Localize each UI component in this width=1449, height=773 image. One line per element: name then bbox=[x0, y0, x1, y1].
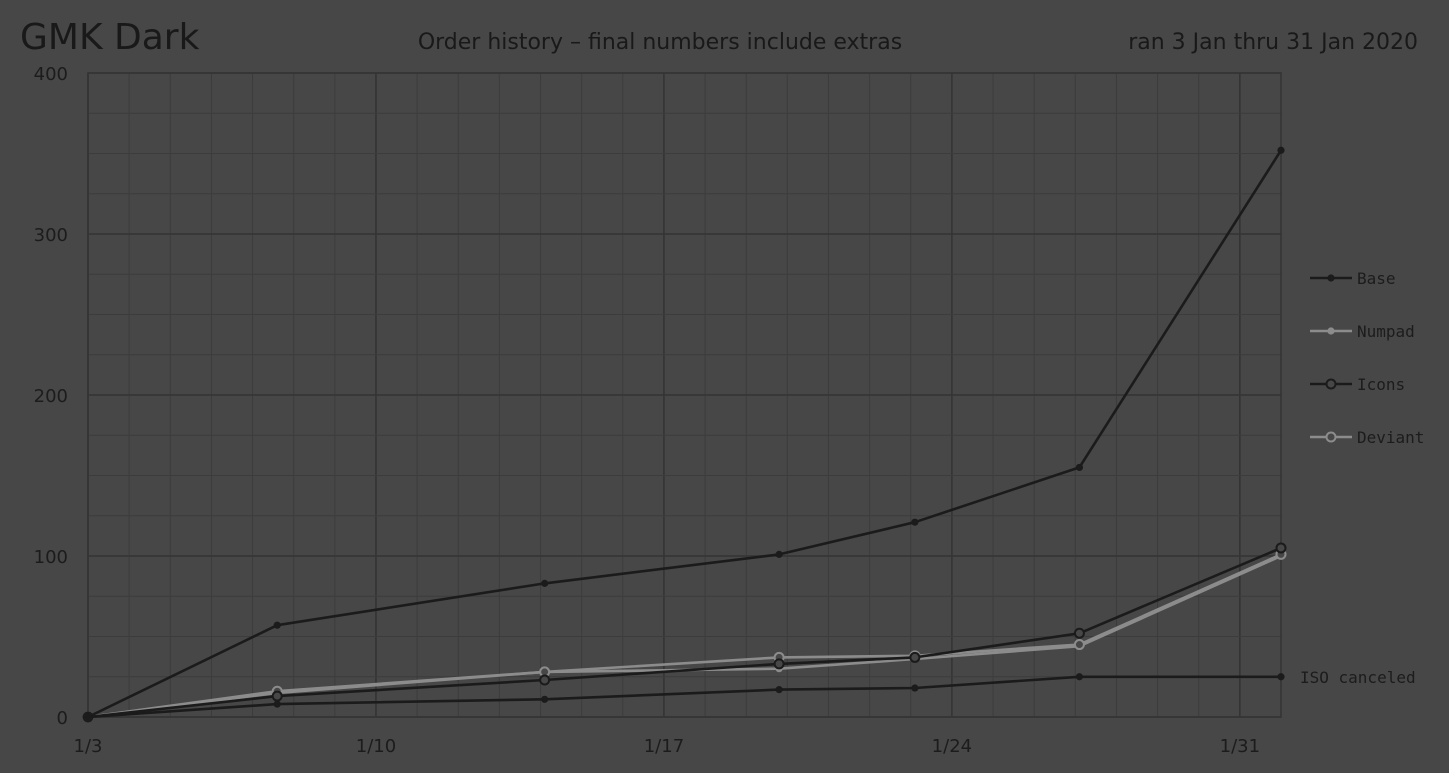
data-point-deviant bbox=[1073, 639, 1085, 651]
y-tick-label: 100 bbox=[34, 547, 68, 568]
x-tick-label: 1/10 bbox=[356, 736, 396, 757]
legend-marker bbox=[1327, 327, 1335, 335]
data-point-icons bbox=[773, 658, 785, 670]
data-point-base bbox=[84, 713, 92, 721]
y-tick-label: 300 bbox=[34, 225, 68, 246]
grid bbox=[87, 72, 1282, 718]
legend-marker bbox=[1325, 431, 1337, 443]
data-point-iso-canceled bbox=[1277, 673, 1285, 681]
data-point-base bbox=[775, 550, 783, 558]
legend-label: Icons bbox=[1357, 375, 1405, 394]
legend-label: Base bbox=[1357, 269, 1396, 288]
data-point-icons bbox=[539, 674, 551, 686]
x-tick-label: 1/17 bbox=[644, 736, 684, 757]
y-tick-label: 200 bbox=[34, 386, 68, 407]
data-point-iso-canceled bbox=[1075, 673, 1084, 681]
data-point-iso-canceled bbox=[775, 686, 783, 694]
series-lines: ISO canceled bbox=[82, 146, 1416, 723]
series-end-label: ISO canceled bbox=[1300, 668, 1416, 687]
legend-marker bbox=[1325, 378, 1337, 390]
legend-label: Deviant bbox=[1357, 428, 1424, 447]
x-tick-label: 1/3 bbox=[74, 736, 103, 757]
x-tick-label: 1/24 bbox=[932, 736, 972, 757]
legend-item-base: Base bbox=[1310, 269, 1396, 288]
legend-label: Numpad bbox=[1357, 322, 1415, 341]
y-tick-label: 0 bbox=[57, 708, 68, 729]
series-iso-canceled: ISO canceled bbox=[84, 668, 1416, 721]
data-point-icons bbox=[1073, 627, 1085, 639]
data-point-base bbox=[1277, 146, 1285, 154]
data-point-iso-canceled bbox=[273, 700, 281, 708]
series-line-base bbox=[87, 149, 1283, 719]
data-point-base bbox=[911, 518, 919, 526]
chart-title: GMK Dark bbox=[20, 17, 200, 58]
data-point-icons bbox=[1275, 542, 1287, 554]
y-tick-label: 400 bbox=[34, 64, 68, 85]
chart-subtitle: Order history – final numbers include ex… bbox=[418, 30, 902, 55]
chart-date-range: ran 3 Jan thru 31 Jan 2020 bbox=[1128, 30, 1418, 55]
legend-item-icons: Icons bbox=[1310, 375, 1405, 394]
legend: Base Numpad Icons Deviant bbox=[1310, 269, 1424, 447]
legend-marker bbox=[1327, 274, 1335, 282]
series-base bbox=[84, 146, 1285, 721]
data-point-icons bbox=[909, 651, 921, 663]
plot-frame bbox=[87, 72, 1282, 718]
axes: 0 100 200 300 400 1/3 1/10 1/17 1/24 1/31 bbox=[34, 64, 1260, 757]
data-point-icons bbox=[271, 690, 283, 702]
data-point-iso-canceled bbox=[911, 684, 919, 692]
data-point-base bbox=[541, 579, 549, 587]
legend-item-numpad: Numpad bbox=[1310, 322, 1415, 341]
data-point-base bbox=[273, 621, 281, 629]
data-point-iso-canceled bbox=[541, 695, 549, 703]
data-point-base bbox=[1075, 463, 1084, 472]
x-tick-label: 1/31 bbox=[1220, 736, 1260, 757]
legend-item-deviant: Deviant bbox=[1310, 428, 1424, 447]
